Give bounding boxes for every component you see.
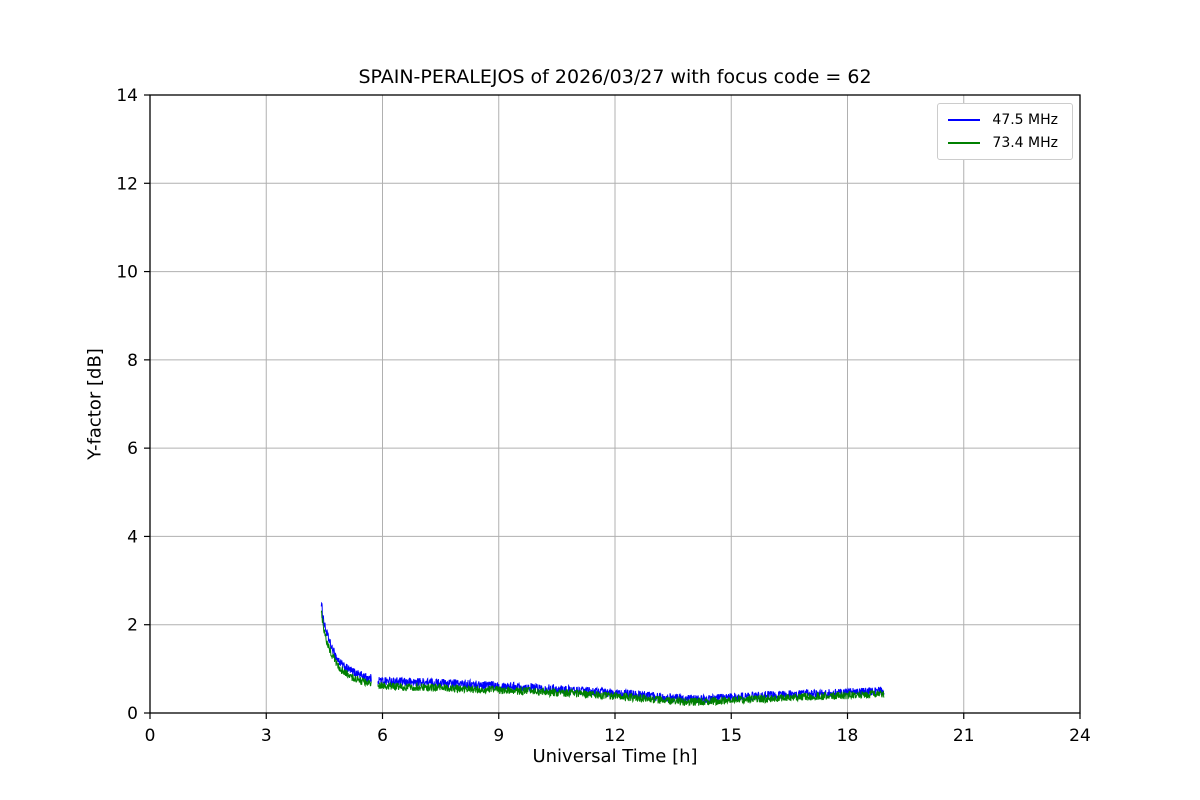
x-tick-label: 0 (145, 726, 156, 746)
x-tick-label: 6 (377, 726, 388, 746)
x-tick-label: 15 (720, 726, 742, 746)
axes-frame (149, 94, 1081, 714)
legend-line-swatch-green (948, 142, 981, 144)
x-tick-label: 24 (1069, 726, 1091, 746)
series-line-47.5-MHz (320, 601, 885, 704)
y-tick-label: 8 (127, 351, 138, 371)
y-tick-label: 4 (127, 527, 138, 547)
y-tick-label: 12 (116, 174, 138, 194)
gridlines (149, 94, 1081, 714)
x-axis-label: Universal Time [h] (532, 746, 698, 767)
y-tick-label: 6 (127, 439, 138, 459)
x-tick-label: 3 (261, 726, 272, 746)
chart-legend: 47.5 MHz 73.4 MHz (937, 103, 1073, 160)
y-tick-label: 14 (116, 86, 138, 106)
legend-label: 73.4 MHz (992, 135, 1058, 151)
chart-title: SPAIN-PERALEJOS of 2026/03/27 with focus… (358, 66, 872, 88)
series-line-73.4-MHz (320, 610, 885, 707)
legend-line-swatch-blue (948, 119, 981, 121)
x-tick-label: 9 (493, 726, 504, 746)
x-tick-label: 21 (953, 726, 975, 746)
legend-entry: 47.5 MHz (948, 112, 1058, 128)
legend-label: 47.5 MHz (992, 112, 1058, 128)
x-tick-label: 12 (604, 726, 626, 746)
legend-entry: 73.4 MHz (948, 135, 1058, 151)
y-tick-label: 0 (127, 704, 138, 724)
x-tick-label: 18 (837, 726, 859, 746)
y-tick-label: 2 (127, 616, 138, 636)
y-tick-label: 10 (116, 263, 138, 283)
y-axis-label: Y-factor [dB] (84, 348, 106, 460)
